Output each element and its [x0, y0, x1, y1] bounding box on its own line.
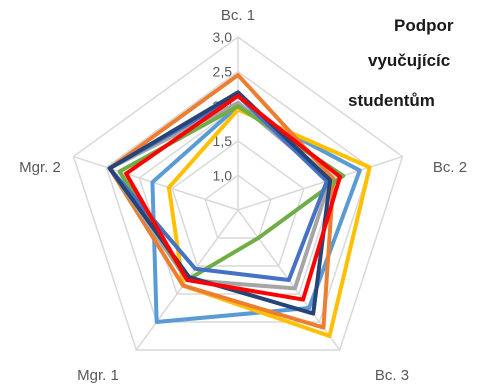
chart-title: Podpor vyučujícíc studentům	[348, 16, 454, 110]
axis-label: Bc. 3	[375, 367, 409, 384]
grid-ring-3	[105, 70, 371, 323]
axis-label: Bc. 1	[221, 7, 255, 24]
series-line-7	[124, 93, 343, 302]
spoke-4	[73, 155, 239, 211]
grid-ring-4	[72, 36, 404, 351]
series-line-6	[107, 90, 333, 316]
tick-label: 2,5	[213, 64, 233, 80]
axis-label: Bc. 2	[433, 159, 467, 176]
series-line-1	[166, 107, 372, 338]
axis-labels: Bc. 1 Bc. 2 Bc. 3 Mgr. 1 Mgr. 2	[19, 7, 467, 384]
tick-label: 1,5	[213, 133, 233, 149]
series-line-2	[107, 73, 336, 330]
grid-ring-0	[204, 174, 272, 239]
tick-label: 1,0	[213, 167, 233, 183]
title-line-1: Podpor	[394, 16, 454, 35]
title-line-2: vyučujícíc	[368, 51, 450, 70]
tick-label: 3,0	[213, 29, 233, 45]
grid-ring-1	[171, 139, 305, 267]
title-line-3: studentům	[348, 91, 435, 110]
spoke-1	[237, 155, 403, 211]
radar-series	[107, 73, 372, 338]
axis-label: Mgr. 2	[19, 159, 61, 176]
series-line-0	[150, 104, 362, 324]
axis-label: Mgr. 1	[77, 367, 119, 384]
